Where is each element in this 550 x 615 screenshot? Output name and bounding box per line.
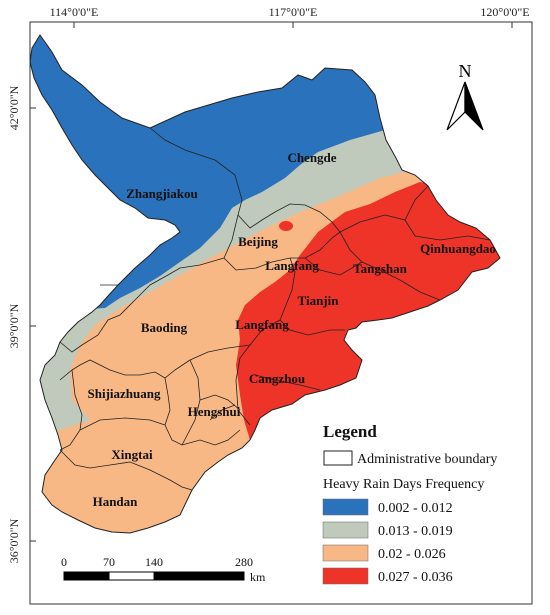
legend-class-label-1: 0.013 - 0.019 bbox=[378, 524, 453, 539]
lon-label-114: 114°0'0"E bbox=[50, 5, 99, 19]
scale-tick-label-140: 140 bbox=[145, 555, 163, 569]
scale-bar: 0 70 140 280 km bbox=[61, 555, 266, 584]
map-frame bbox=[29, 21, 533, 605]
legend-class-label-3: 0.027 - 0.036 bbox=[378, 570, 453, 585]
north-arrow-icon bbox=[446, 81, 484, 131]
scale-tick-label-0: 0 bbox=[61, 555, 67, 569]
city-label-langfang-north: Langfang bbox=[265, 258, 319, 273]
lat-label-39: 39°0'0"N bbox=[7, 303, 21, 348]
lon-label-120: 120°0'0"E bbox=[480, 5, 529, 19]
legend-class-label-2: 0.02 - 0.026 bbox=[378, 547, 446, 562]
city-label-tangshan: Tangshan bbox=[353, 261, 407, 276]
city-label-zhangjiakou: Zhangjiakou bbox=[126, 186, 198, 201]
legend-boundary-swatch bbox=[323, 450, 353, 466]
city-label-qinhuangdao: Qinhuangdao bbox=[420, 241, 496, 256]
city-label-chengde: Chengde bbox=[287, 150, 336, 165]
legend-swatch-1 bbox=[322, 521, 369, 539]
legend: Legend Administrative boundary Heavy Rai… bbox=[322, 422, 497, 585]
lat-label-36: 36°0'0"N bbox=[7, 518, 21, 563]
legend-boundary-label: Administrative boundary bbox=[357, 452, 497, 467]
city-label-tianjin: Tianjin bbox=[298, 293, 340, 308]
legend-title: Legend bbox=[323, 422, 377, 441]
north-label: N bbox=[459, 61, 472, 81]
city-label-hengshui: Hengshui bbox=[188, 404, 241, 419]
legend-subtitle: Heavy Rain Days Frequency bbox=[323, 477, 484, 492]
city-label-langfang-south: Langfang bbox=[235, 317, 289, 332]
city-label-baoding: Baoding bbox=[141, 320, 188, 335]
city-label-cangzhou: Cangzhou bbox=[249, 371, 305, 386]
zone-0.027-0.036 bbox=[236, 182, 500, 440]
lon-label-117: 117°0'0"E bbox=[269, 5, 318, 19]
legend-swatch-2 bbox=[322, 544, 369, 562]
scale-unit: km bbox=[250, 570, 266, 584]
graticule-ticks bbox=[30, 22, 513, 542]
city-label-xingtai: Xingtai bbox=[111, 447, 153, 462]
legend-class-label-0: 0.002 - 0.012 bbox=[378, 501, 453, 516]
legend-swatch-3 bbox=[322, 567, 369, 585]
admin-boundaries bbox=[59, 127, 491, 491]
city-label-shijiazhuang: Shijiazhuang bbox=[88, 386, 161, 401]
lat-label-42: 42°0'0"N bbox=[7, 85, 21, 130]
legend-swatch-0 bbox=[322, 498, 369, 516]
scale-tick-label-280: 280 bbox=[235, 555, 253, 569]
city-label-beijing: Beijing bbox=[238, 234, 278, 249]
scale-tick-label-70: 70 bbox=[103, 555, 115, 569]
city-label-handan: Handan bbox=[93, 494, 139, 509]
zone-0.027-0.036-spot bbox=[279, 221, 293, 231]
